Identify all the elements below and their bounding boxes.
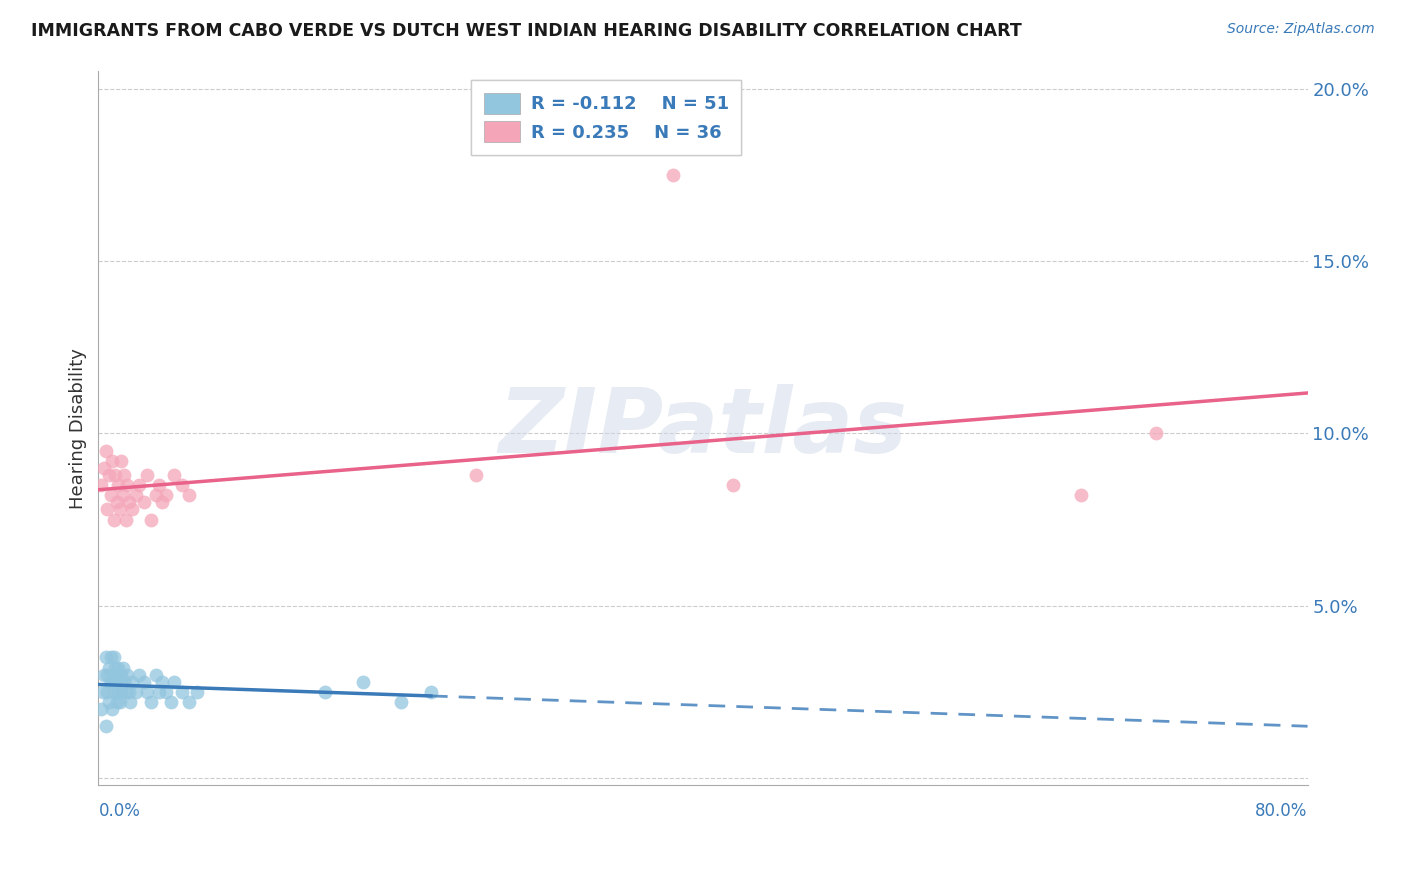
Text: 80.0%: 80.0% <box>1256 802 1308 821</box>
Point <box>105 667 128 681</box>
Point <box>101 674 124 689</box>
Point <box>90 702 112 716</box>
Point <box>1070 488 1092 502</box>
Text: Source: ZipAtlas.com: Source: ZipAtlas.com <box>1227 22 1375 37</box>
Point <box>101 454 124 468</box>
Point <box>314 685 336 699</box>
Point <box>115 478 138 492</box>
Point <box>132 674 155 689</box>
Point <box>100 674 122 689</box>
Point <box>104 661 127 675</box>
Point <box>150 495 173 509</box>
Point <box>141 512 163 526</box>
Point <box>125 685 148 699</box>
Point <box>132 495 155 509</box>
Point <box>107 478 129 492</box>
Point <box>96 502 118 516</box>
Point <box>118 685 141 699</box>
Point <box>112 674 135 689</box>
Point <box>108 695 131 709</box>
Point <box>128 667 150 681</box>
Point <box>104 674 127 689</box>
Point <box>186 685 208 699</box>
Point <box>103 650 125 665</box>
Point <box>98 467 121 482</box>
Point <box>107 661 129 675</box>
Point <box>148 685 170 699</box>
Point <box>98 695 121 709</box>
Point <box>108 674 131 689</box>
Point <box>101 702 124 716</box>
Point <box>110 685 132 699</box>
Point <box>98 661 121 675</box>
Point <box>105 695 128 709</box>
Legend: R = -0.112    N = 51, R = 0.235    N = 36: R = -0.112 N = 51, R = 0.235 N = 36 <box>471 80 741 154</box>
Point <box>155 685 177 699</box>
Text: 0.0%: 0.0% <box>98 802 141 821</box>
Point <box>141 695 163 709</box>
Point <box>135 685 157 699</box>
Point <box>661 168 683 182</box>
Point <box>420 685 443 699</box>
Point <box>90 478 112 492</box>
Point <box>170 685 193 699</box>
Point <box>125 488 148 502</box>
Point <box>115 667 138 681</box>
Point <box>100 650 122 665</box>
Point <box>104 467 127 482</box>
Point <box>96 667 118 681</box>
Text: IMMIGRANTS FROM CABO VERDE VS DUTCH WEST INDIAN HEARING DISABILITY CORRELATION C: IMMIGRANTS FROM CABO VERDE VS DUTCH WEST… <box>31 22 1022 40</box>
Point <box>179 488 201 502</box>
Point <box>352 674 374 689</box>
Point <box>121 674 143 689</box>
Point <box>160 695 183 709</box>
Point <box>145 488 167 502</box>
Point <box>1144 426 1167 441</box>
Y-axis label: Hearing Disability: Hearing Disability <box>69 348 87 508</box>
Point <box>105 495 128 509</box>
Point <box>110 667 132 681</box>
Point <box>94 443 117 458</box>
Point <box>108 502 131 516</box>
Point <box>91 685 114 699</box>
Point <box>179 695 201 709</box>
Point <box>170 478 193 492</box>
Point <box>94 719 117 733</box>
Point <box>93 460 115 475</box>
Point <box>93 667 115 681</box>
Point <box>145 667 167 681</box>
Point <box>111 488 134 502</box>
Point <box>114 512 136 526</box>
Point <box>96 685 118 699</box>
Point <box>111 661 134 675</box>
Point <box>465 467 488 482</box>
Point <box>100 488 122 502</box>
Point <box>103 512 125 526</box>
Point <box>723 478 745 492</box>
Point <box>389 695 412 709</box>
Point <box>128 478 150 492</box>
Point <box>155 488 177 502</box>
Point <box>112 467 135 482</box>
Point <box>148 478 170 492</box>
Point <box>114 685 136 699</box>
Text: ZIPatlas: ZIPatlas <box>499 384 907 472</box>
Point <box>110 454 132 468</box>
Point <box>94 650 117 665</box>
Point <box>103 685 125 699</box>
Point <box>163 674 186 689</box>
Point <box>118 495 141 509</box>
Point <box>150 674 173 689</box>
Point <box>121 502 143 516</box>
Point <box>107 685 129 699</box>
Point <box>163 467 186 482</box>
Point <box>120 695 142 709</box>
Point <box>103 667 125 681</box>
Point <box>135 467 157 482</box>
